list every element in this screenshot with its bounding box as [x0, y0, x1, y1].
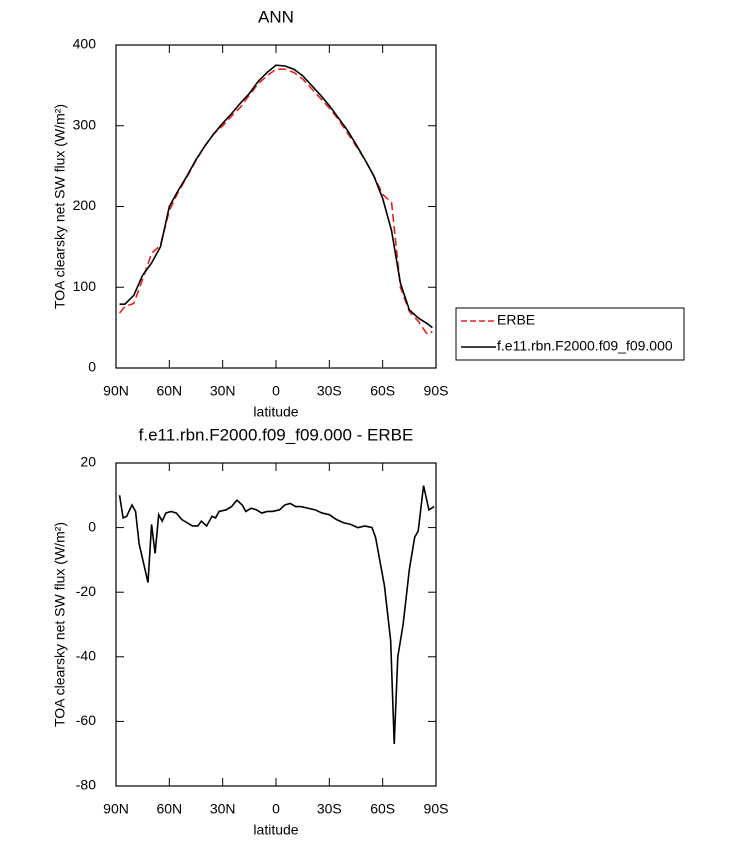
chart-title: ANN	[258, 7, 294, 26]
x-tick-label: 60N	[156, 383, 182, 399]
x-tick-label: 90S	[424, 383, 449, 399]
series-line	[119, 64, 433, 329]
plot-frame	[115, 44, 437, 369]
x-axis-label: latitude	[253, 404, 298, 420]
x-tick-label: 90N	[103, 383, 129, 399]
y-tick-label: 0	[88, 518, 96, 534]
x-tick-label: 30S	[317, 801, 342, 817]
legend-box	[455, 307, 685, 361]
y-tick-label: 300	[73, 116, 97, 132]
plot-frame	[115, 462, 437, 787]
series-line	[118, 485, 435, 745]
x-tick-label: 30N	[210, 801, 236, 817]
y-tick-label: 200	[73, 197, 97, 213]
y-tick-label: 400	[73, 36, 97, 52]
y-tick-label: 0	[88, 359, 96, 375]
x-tick-label: 60N	[156, 801, 182, 817]
x-tick-label: 90S	[424, 801, 449, 817]
x-tick-label: 30S	[317, 383, 342, 399]
y-tick-label: 100	[73, 278, 97, 294]
y-tick-label: -40	[76, 648, 96, 664]
x-tick-label: 0	[272, 383, 280, 399]
y-axis-label: TOA clearsky net SW flux (W/m²)	[52, 104, 68, 309]
y-tick-label: -80	[76, 777, 96, 793]
legend-label: f.e11.rbn.F2000.f09_f09.000	[497, 338, 673, 354]
x-tick-label: 60S	[370, 801, 395, 817]
legend-label: ERBE	[497, 312, 535, 328]
y-tick-label: -60	[76, 712, 96, 728]
chart-title: f.e11.rbn.F2000.f09_f09.000 - ERBE	[139, 425, 414, 444]
x-tick-label: 30N	[210, 383, 236, 399]
y-tick-label: 20	[80, 454, 96, 470]
y-axis-label: TOA clearsky net SW flux (W/m²)	[52, 522, 68, 727]
x-tick-label: 0	[272, 801, 280, 817]
x-tick-label: 60S	[370, 383, 395, 399]
y-tick-label: -20	[76, 583, 96, 599]
x-axis-label: latitude	[253, 822, 298, 838]
x-tick-label: 90N	[103, 801, 129, 817]
series-line	[118, 68, 433, 336]
